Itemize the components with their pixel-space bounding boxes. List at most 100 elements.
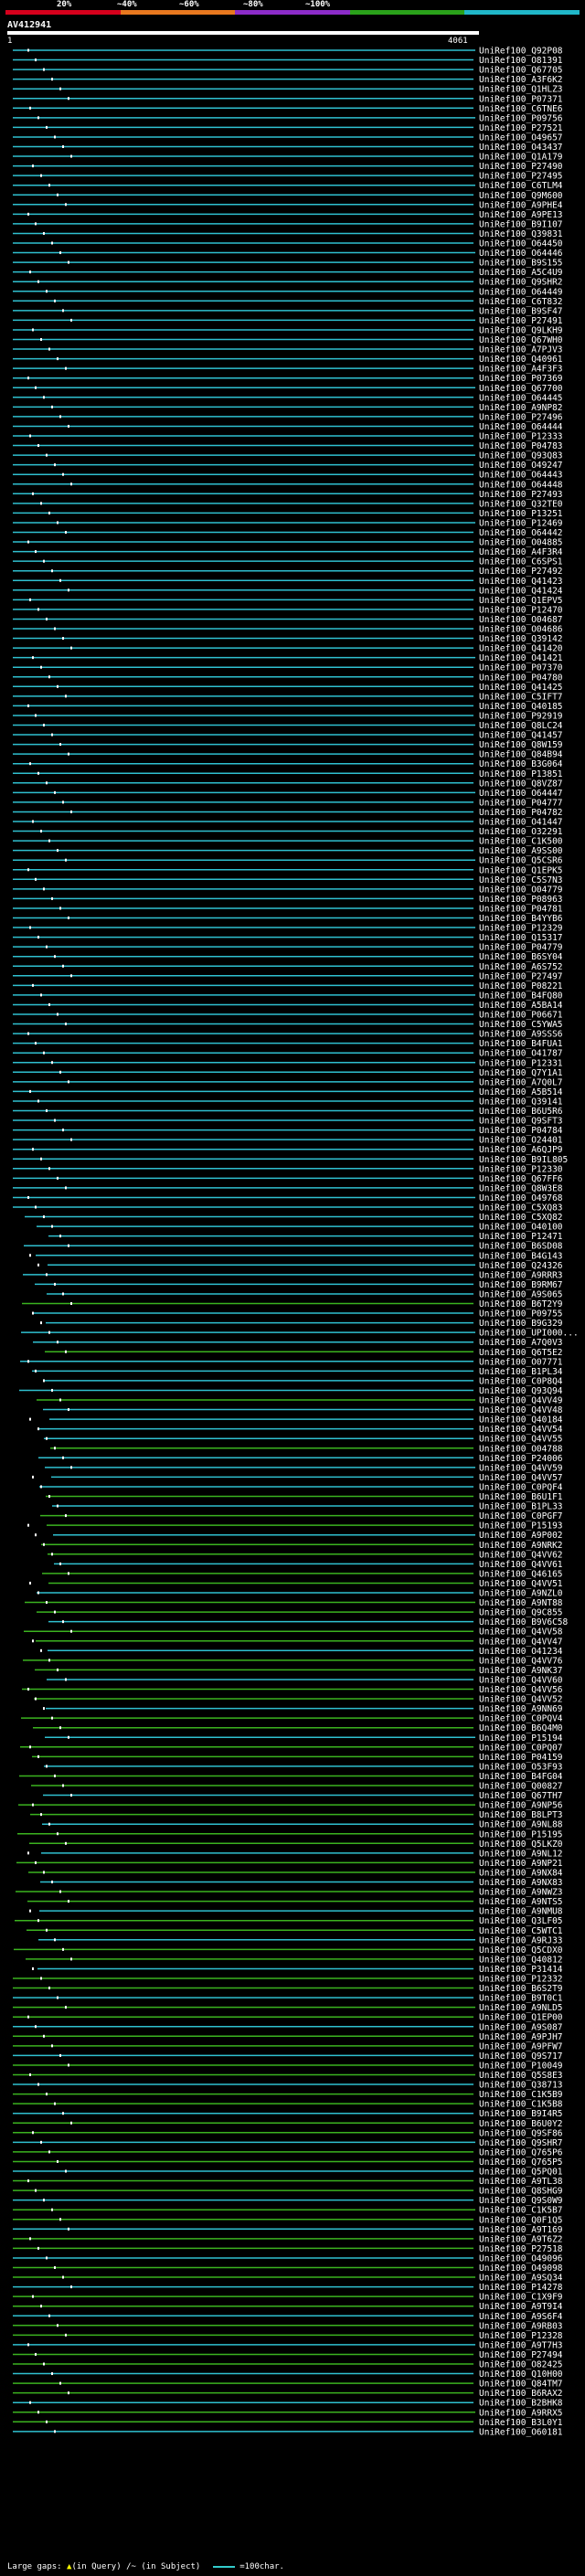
hit-row[interactable]: UniRef100_B6SY04	[13, 952, 563, 962]
hit-label[interactable]: UniRef100_P12330	[479, 1164, 563, 1174]
hit-label[interactable]: UniRef100_Q9SHR7	[479, 2138, 563, 2148]
hit-row[interactable]: UniRef100_P04779	[13, 943, 563, 953]
hit-label[interactable]: UniRef100_P24006	[479, 1454, 563, 1464]
hit-label[interactable]: UniRef100_B3L0Y1	[479, 2418, 563, 2428]
hit-label[interactable]: UniRef100_P12331	[479, 1058, 563, 1068]
hit-row[interactable]: UniRef100_B9RM67	[35, 1280, 563, 1290]
hit-label[interactable]: UniRef100_A9SS00	[479, 846, 563, 856]
hit-row[interactable]: UniRef100_P12331	[13, 1058, 563, 1068]
hit-label[interactable]: UniRef100_Q9C855	[479, 1608, 563, 1618]
hit-row[interactable]: UniRef100_A5BA14	[13, 1001, 563, 1011]
hit-label[interactable]: UniRef100_A7Q0L7	[479, 1077, 563, 1087]
hit-row[interactable]: UniRef100_A7Q0L7	[13, 1077, 563, 1087]
hit-row[interactable]: UniRef100_A9P002	[35, 1531, 563, 1541]
hit-row[interactable]: UniRef100_A4F3R4	[13, 547, 563, 557]
hit-row[interactable]: UniRef100_Q4VV59	[45, 1463, 563, 1473]
hit-label[interactable]: UniRef100_P04777	[479, 798, 563, 808]
hit-label[interactable]: UniRef100_Q9S717	[479, 2051, 563, 2062]
hit-row[interactable]: UniRef100_O49096	[13, 2253, 563, 2263]
hit-label[interactable]: UniRef100_Q9M600	[479, 191, 563, 201]
hit-row[interactable]: UniRef100_Q84TM7	[13, 2380, 563, 2390]
hit-row[interactable]: UniRef100_P04783	[13, 441, 563, 451]
hit-row[interactable]: UniRef100_P12330	[13, 1164, 563, 1174]
hit-row[interactable]: UniRef100_Q4VV49	[37, 1396, 563, 1406]
hit-row[interactable]: UniRef100_Q15317	[13, 933, 563, 943]
hit-row[interactable]: UniRef100_O53F93	[44, 1762, 563, 1772]
hit-row[interactable]: UniRef100_O41234	[40, 1647, 563, 1657]
hit-row[interactable]: UniRef100_Q9C855	[37, 1608, 563, 1618]
hit-row[interactable]: UniRef100_Q5LKZ0	[29, 1839, 563, 1850]
hit-label[interactable]: UniRef100_Q4VV47	[479, 1637, 563, 1647]
hit-row[interactable]: UniRef100_B9G329	[40, 1319, 563, 1329]
hit-label[interactable]: UniRef100_Q0F1Q5	[479, 2215, 563, 2225]
hit-label[interactable]: UniRef100_A9S065	[479, 1289, 563, 1299]
hit-label[interactable]: UniRef100_C0PQV4	[479, 1714, 563, 1724]
hit-label[interactable]: UniRef100_C1K5B7	[479, 2206, 563, 2216]
hit-label[interactable]: UniRef100_Q8SHG9	[479, 2187, 563, 2197]
hit-row[interactable]: UniRef100_B9IL805	[13, 1155, 568, 1165]
hit-row[interactable]: UniRef100_O49098	[13, 2263, 563, 2274]
hit-label[interactable]: UniRef100_A9NZL0	[479, 1589, 563, 1599]
hit-label[interactable]: UniRef100_A9NRK2	[479, 1541, 563, 1551]
hit-row[interactable]: UniRef100_B4FQ80	[13, 991, 563, 1001]
hit-row[interactable]: UniRef100_Q9SHR2	[13, 278, 563, 288]
hit-row[interactable]: UniRef100_O04788	[50, 1444, 563, 1454]
hit-label[interactable]: UniRef100_O64445	[479, 393, 563, 403]
hit-label[interactable]: UniRef100_C5IFT7	[479, 692, 563, 702]
hit-row[interactable]: UniRef100_Q5CDX0	[14, 1945, 563, 1956]
hit-row[interactable]: UniRef100_O04885	[13, 538, 563, 548]
hit-label[interactable]: UniRef100_A6S752	[479, 962, 563, 972]
hit-label[interactable]: UniRef100_Q4VV76	[479, 1656, 563, 1666]
hit-row[interactable]: UniRef100_B9SF47	[13, 306, 563, 316]
hit-row[interactable]: UniRef100_C1X9F9	[13, 2293, 563, 2303]
hit-label[interactable]: UniRef100_Q32TE0	[479, 499, 563, 509]
hit-label[interactable]: UniRef100_Q5CSR6	[479, 856, 563, 866]
hit-row[interactable]: UniRef100_Q39141	[13, 1097, 563, 1107]
hit-label[interactable]: UniRef100_Q39831	[479, 229, 563, 239]
hit-row[interactable]: UniRef100_Q8W159	[13, 740, 563, 750]
hit-label[interactable]: UniRef100_C6TLM4	[479, 181, 563, 191]
hit-label[interactable]: UniRef100_B9S155	[479, 259, 563, 269]
hit-label[interactable]: UniRef100_P92919	[479, 711, 563, 721]
hit-label[interactable]: UniRef100_Q4VV61	[479, 1560, 563, 1570]
hit-label[interactable]: UniRef100_B4YYB6	[479, 914, 563, 924]
hit-label[interactable]: UniRef100_P04780	[479, 673, 563, 683]
hit-label[interactable]: UniRef100_P04784	[479, 1126, 563, 1136]
hit-label[interactable]: UniRef100_P14278	[479, 2283, 563, 2293]
hit-label[interactable]: UniRef100_B6SY04	[479, 952, 563, 962]
hit-row[interactable]: UniRef100_P27496	[13, 412, 563, 422]
hit-label[interactable]: UniRef100_P07369	[479, 374, 563, 384]
hit-row[interactable]: UniRef100_A9NP56	[18, 1801, 563, 1811]
hit-row[interactable]: UniRef100_Q5S8E3	[13, 2071, 563, 2081]
hit-row[interactable]: UniRef100_Q4VV51	[29, 1579, 563, 1589]
hit-row[interactable]: UniRef100_A9NL88	[42, 1820, 563, 1830]
hit-label[interactable]: UniRef100_Q6T5E2	[479, 1348, 563, 1358]
hit-row[interactable]: UniRef100_UPI000...	[21, 1329, 579, 1339]
hit-row[interactable]: UniRef100_B1PL33	[52, 1502, 563, 1512]
hit-row[interactable]: UniRef100_B2BHK8	[13, 2399, 563, 2409]
hit-row[interactable]: UniRef100_A9PHE4	[13, 200, 563, 210]
hit-label[interactable]: UniRef100_P10049	[479, 2061, 563, 2071]
hit-row[interactable]: UniRef100_Q93Q83	[13, 451, 563, 461]
hit-label[interactable]: UniRef100_Q8W159	[479, 740, 563, 750]
hit-row[interactable]: UniRef100_B6U1F1	[46, 1492, 563, 1502]
hit-label[interactable]: UniRef100_O32291	[479, 827, 563, 837]
hit-row[interactable]: UniRef100_O41447	[13, 818, 563, 828]
hit-row[interactable]: UniRef100_O04687	[13, 615, 563, 625]
hit-label[interactable]: UniRef100_A7PJV3	[479, 345, 563, 355]
hit-label[interactable]: UniRef100_Q5PQ01	[479, 2168, 563, 2178]
hit-row[interactable]: UniRef100_Q3LF05	[15, 1916, 563, 1926]
hit-row[interactable]: UniRef100_Q67705	[13, 66, 563, 76]
hit-label[interactable]: UniRef100_O49247	[479, 461, 563, 471]
hit-row[interactable]: UniRef100_A9PE13	[13, 210, 563, 220]
hit-label[interactable]: UniRef100_B9RM67	[479, 1280, 563, 1290]
hit-row[interactable]: UniRef100_Q40812	[26, 1955, 563, 1965]
hit-row[interactable]: UniRef100_Q9S717	[13, 2051, 563, 2062]
hit-row[interactable]: UniRef100_Q8LC24	[13, 721, 563, 731]
hit-row[interactable]: UniRef100_Q40961	[13, 355, 563, 365]
hit-label[interactable]: UniRef100_C5YWA5	[479, 1020, 563, 1030]
hit-row[interactable]: UniRef100_P12332	[13, 1975, 563, 1985]
hit-label[interactable]: UniRef100_C6T832	[479, 297, 563, 307]
hit-row[interactable]: UniRef100_Q9LKH9	[13, 325, 563, 335]
hit-row[interactable]: UniRef100_P04780	[13, 673, 563, 683]
